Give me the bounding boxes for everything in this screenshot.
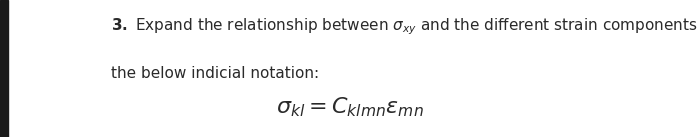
Text: $\mathbf{3.}$ Expand the relationship between $\sigma_{xy}$ and the different st: $\mathbf{3.}$ Expand the relationship be… — [111, 16, 700, 37]
Text: $\sigma_{kl} = C_{klmn}\varepsilon_{mn}$: $\sigma_{kl} = C_{klmn}\varepsilon_{mn}$ — [276, 96, 424, 119]
Text: the below indicial notation:: the below indicial notation: — [111, 66, 318, 81]
